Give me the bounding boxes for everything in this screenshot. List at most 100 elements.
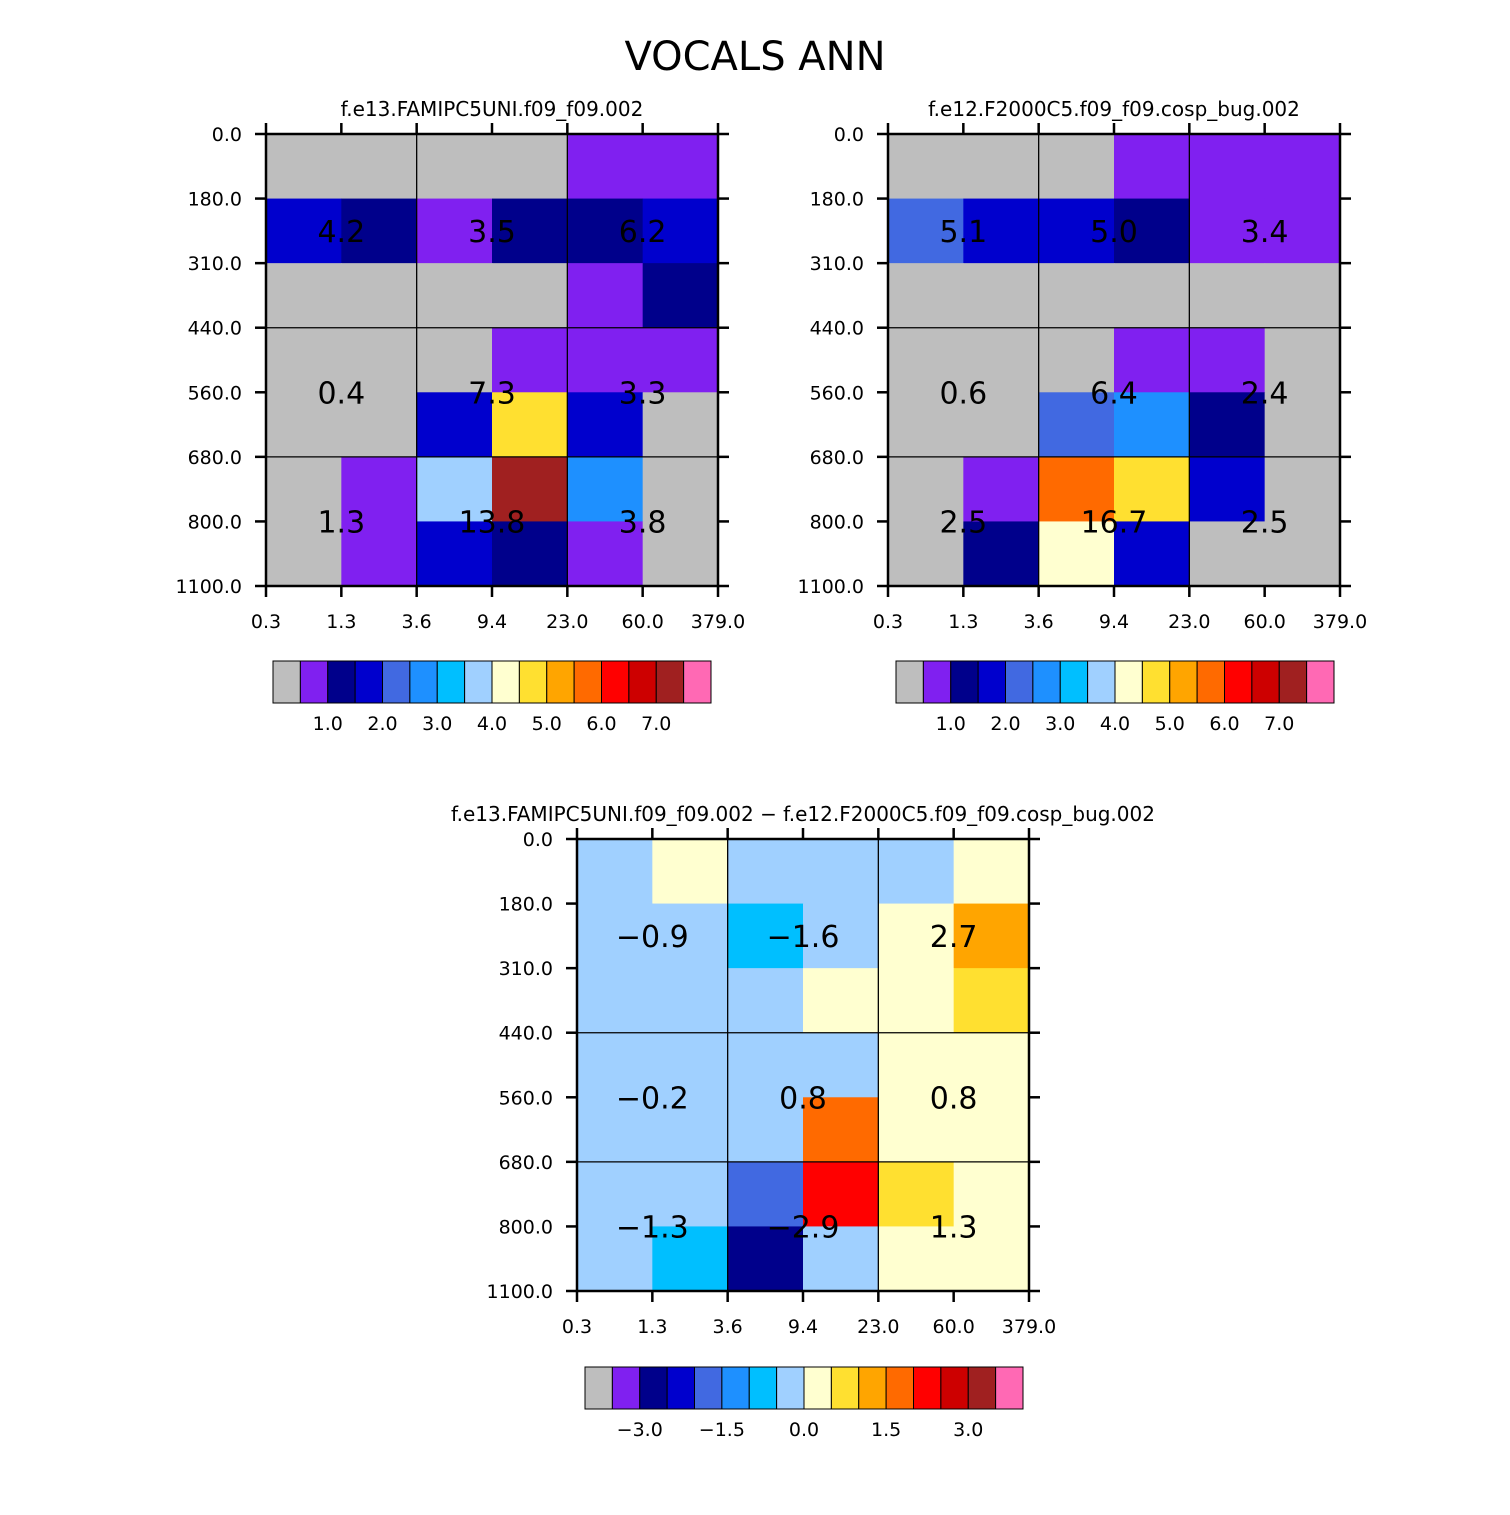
heatmap-cell — [567, 392, 644, 458]
heatmap-cell — [1114, 327, 1190, 393]
heatmap-cell — [416, 134, 493, 200]
group-sum-label: 5.0 — [1090, 215, 1138, 250]
heatmap-cell — [963, 198, 1040, 264]
y-tick-label: 680.0 — [810, 447, 864, 469]
group-sum-label: 7.3 — [468, 376, 516, 411]
heatmap-cell — [577, 903, 653, 969]
heatmap-cell — [1114, 521, 1190, 587]
heatmap-cell — [1038, 198, 1115, 264]
heatmap-cell — [1038, 521, 1115, 587]
heatmap-cell — [953, 1226, 1030, 1292]
colorbar-swatch — [748, 1366, 778, 1410]
colorbar-label: 5.0 — [532, 713, 562, 735]
group-sum-label: 3.5 — [468, 215, 516, 250]
heatmap-cell — [567, 521, 644, 587]
colorbar-swatch — [546, 660, 575, 704]
colorbar-swatch — [858, 1366, 887, 1410]
x-tick-label: 1.3 — [948, 611, 978, 633]
colorbar-swatch — [1087, 660, 1116, 704]
y-tick-label: 310.0 — [810, 253, 864, 275]
colorbar-swatch — [895, 660, 924, 704]
colorbar-swatch — [409, 660, 438, 704]
heatmap-cell — [341, 456, 418, 522]
heatmap-cell — [1189, 456, 1266, 522]
heatmap-cell — [1038, 456, 1115, 522]
heatmap-cell — [492, 392, 568, 458]
colorbar-swatch — [1251, 660, 1280, 704]
heatmap-cell — [567, 263, 644, 329]
heatmap-cell — [888, 198, 964, 264]
colorbar-swatch — [573, 660, 602, 704]
heatmap-cell — [888, 521, 964, 587]
x-tick-label: 9.4 — [477, 611, 507, 633]
group-sum-label: 0.4 — [317, 376, 365, 411]
panel-2: f.e12.F2000C5.f09_f09.cosp_bug.002 0.3 1.3… — [798, 97, 1368, 735]
group-sum-label: 0.6 — [939, 376, 987, 411]
colorbar-swatch — [1169, 660, 1198, 704]
y-tick-label: 0.0 — [834, 124, 864, 146]
heatmap-cell — [266, 392, 342, 458]
heatmap-cell — [652, 1097, 729, 1163]
colorbar-swatch — [1005, 660, 1034, 704]
y-tick-label: 440.0 — [188, 318, 242, 340]
heatmap-cell — [652, 903, 729, 969]
colorbar-label: 1.5 — [871, 1419, 901, 1441]
heatmap-cell — [341, 134, 418, 200]
colorbar-label: 5.0 — [1155, 713, 1185, 735]
heatmap-cell — [492, 521, 568, 587]
colorbar-swatch — [1278, 660, 1308, 704]
heatmap-cell — [1264, 456, 1341, 522]
colorbar-swatch — [940, 1366, 969, 1410]
group-sum-label: 3.8 — [619, 505, 667, 540]
heatmap-cell — [878, 1032, 955, 1098]
heatmap-cell — [878, 839, 955, 905]
colorbar-label: 3.0 — [422, 713, 452, 735]
colorbar-label: 4.0 — [1100, 713, 1130, 735]
heatmap-cell — [1189, 198, 1266, 264]
heatmap-cell — [1189, 327, 1266, 393]
group-sum-label: 5.1 — [939, 215, 987, 250]
y-tick-label: 180.0 — [499, 894, 553, 916]
y-tick-label: 560.0 — [499, 1087, 553, 1109]
heatmap-cell — [727, 1097, 804, 1163]
colorbar-swatch — [967, 1366, 997, 1410]
heatmap-cell — [567, 456, 644, 522]
heatmap-cell — [888, 456, 964, 522]
heatmap-cell — [953, 903, 1030, 969]
heatmap-cell — [266, 134, 342, 200]
x-tick-label: 0.3 — [251, 611, 281, 633]
heatmap-cell — [416, 521, 493, 587]
colorbar-label: 6.0 — [586, 713, 616, 735]
x-tick-label: 0.3 — [873, 611, 903, 633]
colorbar-label: 3.0 — [953, 1419, 983, 1441]
heatmap-cell — [416, 327, 493, 393]
y-tick-label: 310.0 — [188, 253, 242, 275]
heatmap-cell — [577, 1161, 653, 1227]
colorbar-label: 7.0 — [1264, 713, 1294, 735]
colorbar-swatch — [666, 1366, 695, 1410]
group-sum-label: 1.3 — [317, 505, 365, 540]
heatmap-cell — [878, 968, 955, 1034]
heatmap-cell — [266, 456, 342, 522]
y-tick-label: 180.0 — [188, 189, 242, 211]
heatmap-cell — [266, 521, 342, 587]
heatmap-cell — [1264, 263, 1341, 329]
heatmap-cell — [803, 839, 879, 905]
heatmap-cell — [642, 392, 719, 458]
heatmap-cell — [953, 1161, 1030, 1227]
heatmap-cell — [963, 456, 1040, 522]
y-tick-label: 440.0 — [499, 1023, 553, 1045]
heatmap-cell — [1114, 198, 1190, 264]
colorbar-swatch — [628, 660, 657, 704]
colorbar-swatch — [354, 660, 383, 704]
colorbar-swatch — [885, 1366, 914, 1410]
heatmap-cell — [1038, 327, 1115, 393]
colorbar-swatch — [1114, 660, 1143, 704]
heatmap-cell — [727, 903, 804, 969]
colorbar-swatch — [721, 1366, 750, 1410]
figure-title: VOCALS ANN — [624, 34, 885, 80]
colorbar-label: 1.0 — [936, 713, 966, 735]
colorbar-swatch — [491, 660, 520, 704]
panel-title: f.e12.F2000C5.f09_f09.cosp_bug.002 — [928, 97, 1300, 121]
group-sum-label: 2.4 — [1241, 376, 1289, 411]
